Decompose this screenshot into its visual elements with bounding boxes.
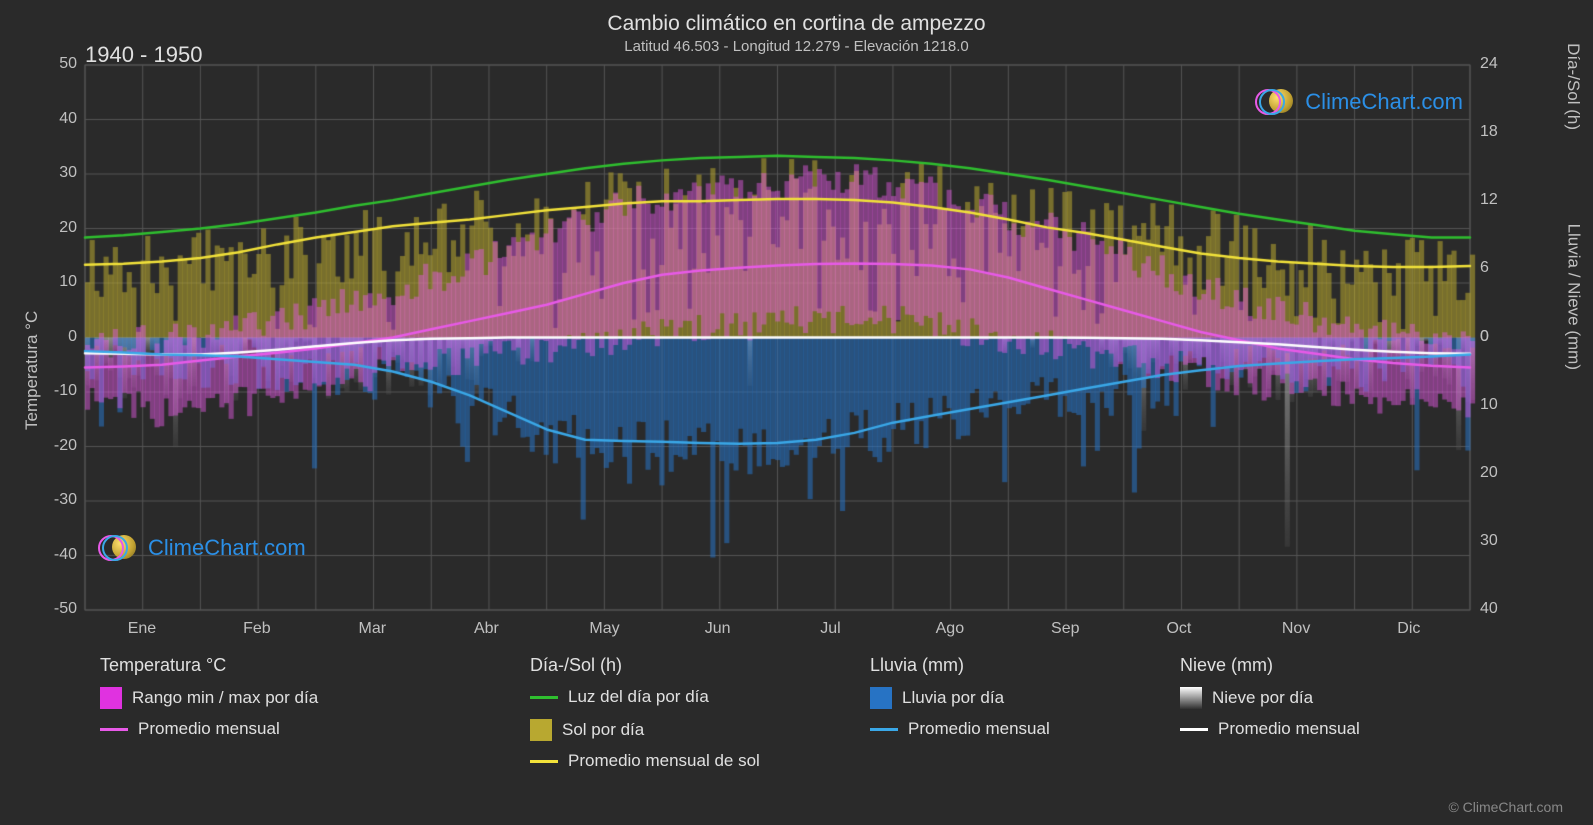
x-tick: Jun (705, 620, 731, 638)
legend-item: Lluvia por día (870, 687, 1004, 709)
legend-label: Rango min / max por día (132, 688, 318, 708)
legend-label: Promedio mensual (908, 719, 1050, 739)
legend-label: Lluvia por día (902, 688, 1004, 708)
legend-label: Promedio mensual de sol (568, 751, 760, 771)
legend-label: Promedio mensual (138, 719, 280, 739)
y-left-tick: 0 (37, 328, 77, 346)
legend-group-title: Lluvia (mm) (870, 655, 964, 676)
y-left-tick: 30 (37, 164, 77, 182)
y-right-top-label: Día-/Sol (h) (1563, 43, 1583, 130)
x-tick: Feb (243, 620, 271, 638)
x-tick: Ene (128, 620, 156, 638)
legend-group-title: Nieve (mm) (1180, 655, 1273, 676)
y-left-tick: -40 (37, 546, 77, 564)
legend-swatch (870, 687, 892, 709)
y-right-tick: 0 (1480, 328, 1489, 346)
x-tick: Sep (1051, 620, 1079, 638)
y-left-tick: -30 (37, 491, 77, 509)
legend-label: Luz del día por día (568, 687, 709, 707)
legend-item: Rango min / max por día (100, 687, 318, 709)
y-left-tick: -20 (37, 437, 77, 455)
y-right-tick: 30 (1480, 532, 1498, 550)
logo-icon (1257, 88, 1297, 116)
legend-label: Sol por día (562, 720, 644, 740)
logo-text: ClimeChart.com (148, 535, 306, 561)
legend-item: Promedio mensual de sol (530, 751, 760, 771)
logo-icon (100, 534, 140, 562)
logo-bottom: ClimeChart.com (100, 534, 306, 562)
legend-group-title: Temperatura °C (100, 655, 226, 676)
legend-swatch (100, 728, 128, 731)
y-left-tick: 20 (37, 219, 77, 237)
legend-swatch (870, 728, 898, 731)
y-right-bottom-label: Lluvia / Nieve (mm) (1563, 224, 1583, 370)
legend-item: Luz del día por día (530, 687, 709, 707)
legend-swatch (530, 719, 552, 741)
legend-item: Sol por día (530, 719, 644, 741)
logo-top: ClimeChart.com (1257, 88, 1463, 116)
logo-text: ClimeChart.com (1305, 89, 1463, 115)
legend-swatch (1180, 728, 1208, 731)
y-left-tick: 40 (37, 110, 77, 128)
legend-item: Promedio mensual (100, 719, 280, 739)
y-right-tick: 40 (1480, 600, 1498, 618)
y-left-tick: 10 (37, 273, 77, 291)
x-tick: Ago (936, 620, 964, 638)
y-left-tick: -10 (37, 382, 77, 400)
legend-label: Promedio mensual (1218, 719, 1360, 739)
legend-group-title: Día-/Sol (h) (530, 655, 622, 676)
x-tick: Oct (1166, 620, 1191, 638)
legend-item: Nieve por día (1180, 687, 1313, 709)
y-left-tick: -50 (37, 600, 77, 618)
legend-swatch (530, 760, 558, 763)
legend-swatch (530, 696, 558, 699)
x-tick: Abr (474, 620, 499, 638)
y-left-tick: 50 (37, 55, 77, 73)
legend-label: Nieve por día (1212, 688, 1313, 708)
y-right-tick: 24 (1480, 55, 1498, 73)
y-right-tick: 10 (1480, 396, 1498, 414)
legend-swatch (100, 687, 122, 709)
legend-item: Promedio mensual (870, 719, 1050, 739)
copyright: © ClimeChart.com (1448, 799, 1563, 815)
x-tick: May (589, 620, 619, 638)
y-right-tick: 6 (1480, 259, 1489, 277)
x-tick: Mar (359, 620, 387, 638)
x-tick: Dic (1397, 620, 1420, 638)
y-right-tick: 20 (1480, 464, 1498, 482)
y-right-tick: 18 (1480, 123, 1498, 141)
x-tick: Jul (820, 620, 840, 638)
legend-swatch (1180, 687, 1202, 709)
y-right-tick: 12 (1480, 191, 1498, 209)
legend-item: Promedio mensual (1180, 719, 1360, 739)
x-tick: Nov (1282, 620, 1310, 638)
